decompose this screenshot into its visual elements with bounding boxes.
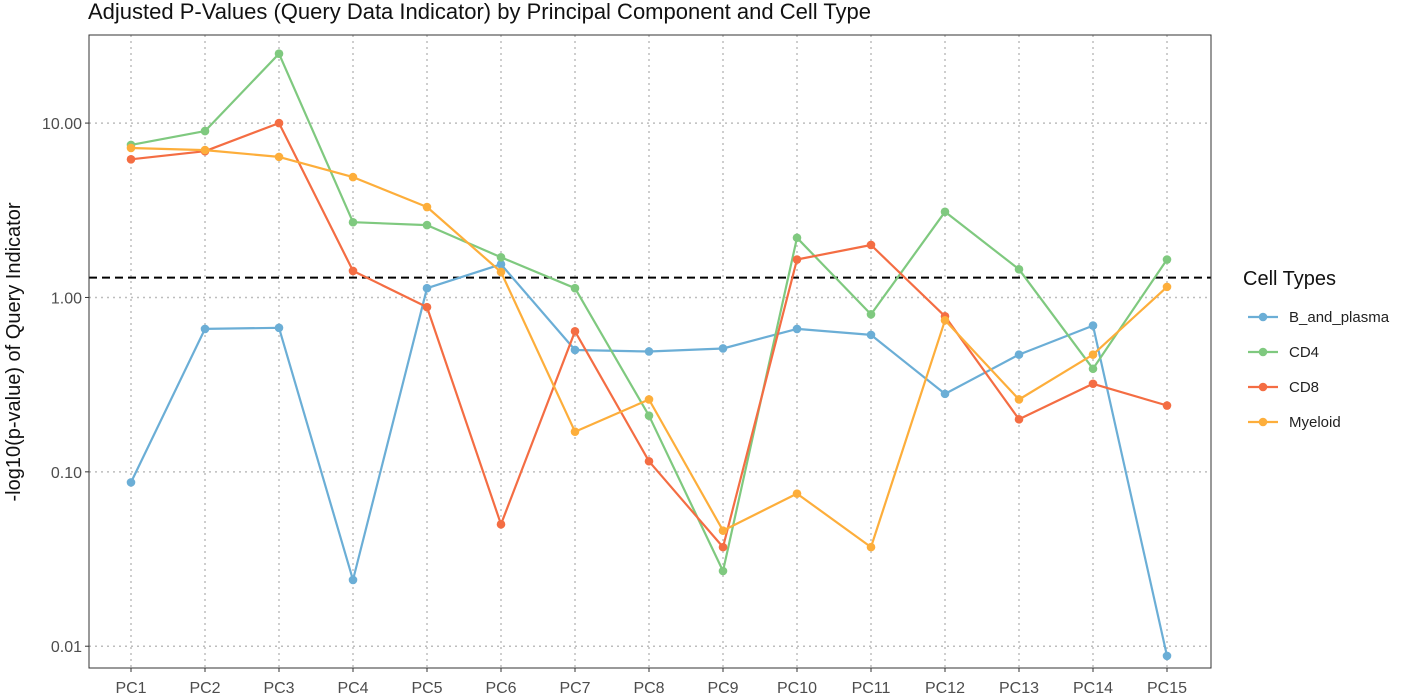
series-b-and-plasma <box>126 259 1172 661</box>
legend-title: Cell Types <box>1243 268 1336 290</box>
series-layer <box>126 49 1172 661</box>
legend-key-point <box>1258 417 1268 427</box>
data-point <box>274 49 284 58</box>
x-tick-label: PC1 <box>115 680 146 694</box>
plot-panel-border <box>88 34 1212 669</box>
x-tick-label: PC14 <box>1073 680 1113 694</box>
data-point <box>496 252 506 262</box>
data-point <box>718 526 728 535</box>
series-myeloid <box>126 143 1172 552</box>
legend-key-point <box>1258 382 1268 392</box>
legend-label: B_and_plasma <box>1289 309 1390 326</box>
legend: Cell Types B_and_plasma CD4 CD8 Myeloid <box>1243 268 1390 431</box>
x-tick-label: PC4 <box>337 680 368 694</box>
data-point <box>1014 265 1024 274</box>
x-tick-label: PC13 <box>999 680 1039 694</box>
data-point <box>644 395 654 404</box>
legend-item: CD4 <box>1248 344 1319 361</box>
data-point <box>126 478 136 487</box>
data-point <box>348 217 358 227</box>
data-point <box>496 520 506 529</box>
legend-label: CD8 <box>1289 379 1319 396</box>
data-point <box>1088 350 1098 359</box>
data-point <box>1014 415 1024 424</box>
data-point <box>866 310 876 319</box>
data-point <box>718 542 728 552</box>
data-point <box>1162 255 1172 264</box>
data-point <box>644 456 654 466</box>
data-point <box>570 283 580 293</box>
data-point <box>126 154 136 164</box>
y-tick-label: 0.01 <box>51 639 82 656</box>
y-axis-title: -log10(p-value) of Query Indicator <box>3 202 25 501</box>
data-point <box>1088 321 1098 330</box>
x-tick-label: PC9 <box>707 680 738 694</box>
data-point <box>200 324 210 334</box>
data-point <box>1088 379 1098 389</box>
legend-item: B_and_plasma <box>1248 309 1390 326</box>
data-point <box>422 302 432 312</box>
legend-key-point <box>1258 312 1268 322</box>
x-tick-label: PC7 <box>559 680 590 694</box>
data-point <box>940 315 950 325</box>
data-point <box>274 152 284 162</box>
x-tick-label: PC11 <box>852 680 891 694</box>
data-point <box>1162 282 1172 292</box>
data-point <box>1162 401 1172 410</box>
y-tick-label: 10.00 <box>42 116 82 133</box>
x-tick-label: PC8 <box>633 680 664 694</box>
data-point <box>126 143 136 153</box>
data-point <box>940 207 950 217</box>
data-point <box>570 326 580 336</box>
data-point <box>348 575 358 585</box>
y-tick-label: 1.00 <box>51 290 82 307</box>
data-point <box>718 344 728 353</box>
data-point <box>866 330 876 340</box>
data-point <box>422 283 432 293</box>
data-point <box>496 267 506 277</box>
y-axis: 0.01 0.10 1.00 10.00 <box>42 116 89 656</box>
x-tick-label: PC12 <box>925 680 965 694</box>
data-point <box>644 347 654 356</box>
x-tick-label: PC15 <box>1147 680 1187 694</box>
data-point <box>1014 395 1024 404</box>
data-point <box>1162 651 1172 661</box>
x-tick-label: PC5 <box>411 680 442 694</box>
legend-item: Myeloid <box>1248 414 1341 431</box>
data-point <box>792 233 802 243</box>
legend-key-point <box>1258 347 1268 357</box>
data-point <box>1014 350 1024 359</box>
data-point <box>792 489 802 498</box>
data-point <box>866 240 876 250</box>
chart-title: Adjusted P-Values (Query Data Indicator)… <box>88 0 871 24</box>
data-point <box>570 345 580 355</box>
data-point <box>866 542 876 552</box>
data-point <box>422 220 432 230</box>
data-point <box>348 266 358 276</box>
legend-label: CD4 <box>1289 344 1319 361</box>
data-point <box>792 255 802 264</box>
y-tick-label: 0.10 <box>51 465 82 482</box>
data-point <box>200 145 210 155</box>
data-point <box>570 427 580 436</box>
data-point <box>644 411 654 420</box>
data-point <box>200 126 210 136</box>
legend-label: Myeloid <box>1289 414 1341 431</box>
x-tick-label: PC2 <box>189 680 220 694</box>
data-point <box>940 389 950 399</box>
data-point <box>274 118 284 128</box>
data-point <box>496 259 506 269</box>
data-point <box>274 323 284 333</box>
x-tick-label: PC3 <box>263 680 294 694</box>
data-point <box>1088 364 1098 374</box>
data-point <box>718 566 728 576</box>
data-point <box>422 202 432 212</box>
x-tick-label: PC10 <box>777 680 817 694</box>
data-point <box>792 324 802 334</box>
data-point <box>348 172 358 182</box>
x-tick-label: PC6 <box>485 680 516 694</box>
x-axis: PC1 PC2 PC3 PC4 PC5 PC6 PC7 PC8 PC9 PC10 PC11 PC12 P… <box>115 668 1187 694</box>
legend-item: CD8 <box>1248 379 1319 396</box>
